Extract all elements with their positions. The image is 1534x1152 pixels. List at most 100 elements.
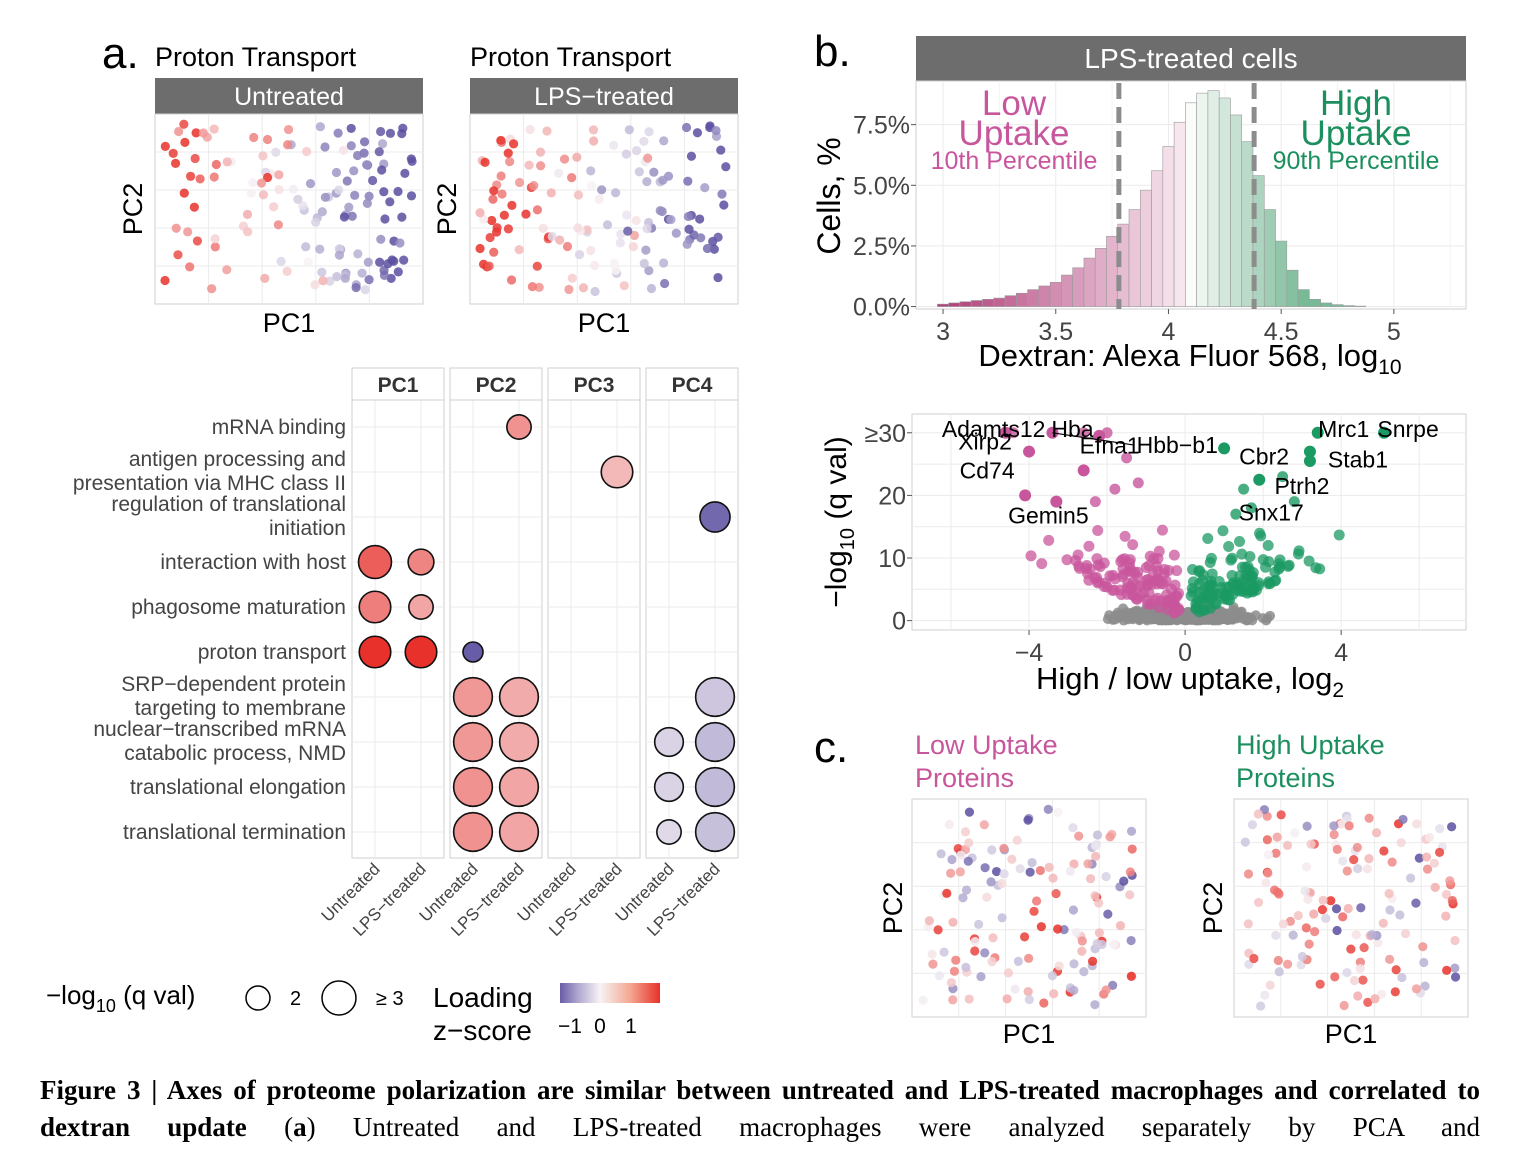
pca-point: [1125, 890, 1135, 900]
pca-point: [353, 249, 363, 259]
pca-point: [624, 125, 634, 135]
pca-point: [609, 140, 619, 151]
pca-point: [496, 135, 506, 146]
pca-point: [683, 211, 693, 222]
pca-plot-lps-points: [470, 114, 738, 304]
pca-point: [185, 262, 195, 272]
volcano-point-high: [1230, 508, 1242, 520]
strip-lps-label: LPS−treated: [534, 83, 674, 111]
pca-point: [535, 147, 546, 157]
pca-point: [644, 266, 654, 276]
pca-point: [532, 205, 543, 215]
pca-point: [1094, 898, 1104, 908]
pca-point: [1024, 995, 1034, 1005]
pca-point: [542, 126, 552, 136]
pca-point: [395, 238, 405, 248]
low-uptake-label-2: Uptake: [959, 114, 1070, 153]
pca-point: [942, 888, 952, 898]
histogram-bar: [1320, 302, 1333, 307]
enrichment-dot: [358, 590, 392, 624]
pca-point: [338, 145, 349, 155]
pca-point: [1065, 866, 1075, 876]
pca-point: [1274, 967, 1284, 977]
x-tick-label: 3: [936, 318, 950, 346]
labeled-point: [1218, 442, 1231, 455]
pca-point: [1329, 821, 1339, 831]
pca-high-xlabel: PC1: [1325, 1019, 1378, 1049]
pca-point: [298, 201, 308, 211]
pca-point: [191, 128, 201, 138]
pca-point: [1068, 823, 1078, 833]
volcano-point-high: [1187, 586, 1199, 598]
pca-point: [700, 183, 710, 193]
pca-point: [597, 185, 607, 195]
pca-point: [393, 186, 403, 197]
pca-point: [1273, 955, 1283, 966]
pca-point: [999, 869, 1009, 879]
pca-point: [951, 955, 961, 965]
pca-point: [269, 202, 279, 212]
pca-point: [578, 283, 589, 293]
pca-point: [393, 267, 403, 277]
pca-plot-low-uptake: Low Uptake Proteins PC1 PC2: [878, 730, 1147, 1049]
pca-point: [339, 212, 350, 222]
pca-point: [1300, 886, 1310, 896]
pca-point: [360, 285, 370, 295]
pca-point: [1315, 979, 1325, 989]
facet-label: PC2: [476, 374, 517, 397]
pca-point: [248, 177, 258, 188]
pca-point: [506, 275, 517, 285]
pca-point: [303, 257, 313, 267]
pca-point: [1304, 939, 1314, 949]
pca-point: [1271, 930, 1281, 940]
pca-point: [1074, 831, 1084, 841]
pca-point: [1029, 906, 1039, 916]
pca-point: [475, 243, 485, 254]
pca-point: [1355, 963, 1365, 974]
pca-point: [288, 184, 298, 194]
pca-point: [621, 149, 631, 159]
pca-point: [380, 214, 390, 224]
histogram-bar: [1342, 305, 1355, 307]
histogram-bar: [948, 302, 961, 307]
histogram-thresholds: [1116, 83, 1257, 309]
pca-low-ylabel: PC2: [878, 882, 908, 935]
histogram-bar: [982, 298, 995, 307]
volcano-point-ns: [1118, 603, 1129, 614]
pca-point: [1387, 857, 1397, 867]
pca-point: [1053, 924, 1063, 934]
volcano-point-low: [1083, 540, 1095, 552]
volcano-point-low: [1168, 607, 1180, 619]
pca-point: [1243, 919, 1253, 929]
pca-point: [615, 238, 625, 248]
pca-point: [361, 160, 372, 170]
pca-point: [1272, 832, 1282, 842]
size-legend-title: −log10 (q val): [46, 980, 195, 1016]
volcano-point-low: [1127, 539, 1139, 551]
pca-point: [274, 185, 284, 195]
pca-point: [1092, 830, 1103, 840]
pca-point: [503, 148, 513, 158]
pca-point: [1411, 984, 1422, 994]
enrichment-dot: [498, 676, 540, 718]
pca-point: [928, 959, 938, 969]
enrichment-dot: [694, 766, 736, 808]
dextran-histogram: LPS-treated cells 3 3.5 4 4.5 5 0.0% 2.5% 5.0% 7…: [811, 36, 1467, 379]
x-tick-label: 4: [1162, 318, 1176, 346]
histogram-bars: [937, 90, 1366, 307]
x-tick-label: −4: [1015, 639, 1044, 667]
pca-point: [305, 178, 316, 189]
pca-point: [1351, 930, 1361, 940]
pca-point: [1053, 807, 1063, 817]
pca-point: [195, 174, 205, 184]
pca-point: [609, 258, 619, 268]
gene-label: Mrc1: [1318, 416, 1369, 442]
pca-point: [534, 282, 544, 292]
histogram-bar: [1196, 92, 1209, 307]
pca-point: [642, 176, 652, 187]
enrichment-dot: [498, 721, 540, 763]
pca-point: [1263, 868, 1273, 878]
pca-point: [1090, 891, 1100, 901]
pca-point: [1445, 876, 1455, 886]
pca-point: [964, 807, 975, 817]
